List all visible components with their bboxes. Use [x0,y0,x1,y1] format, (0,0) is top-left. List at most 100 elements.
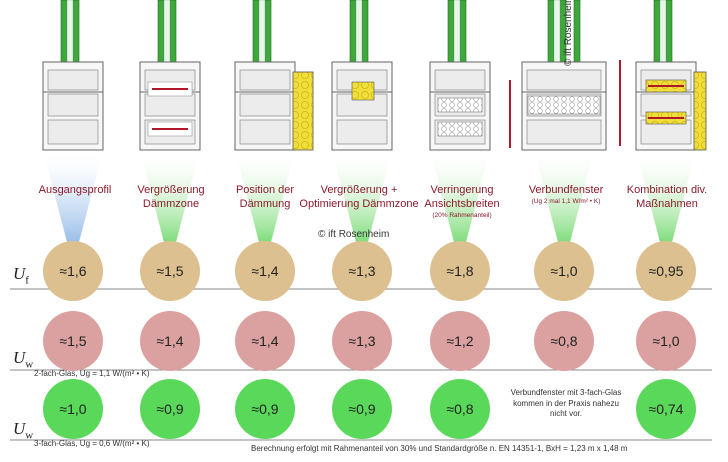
uw3-value-circle-label: ≈1,0 [59,401,86,417]
uw3-value-circle [636,379,696,439]
copyright-vertical: © ift Rosenheim [563,0,574,66]
label-verbundfenster-ug: (Ug 2 mal 1,1 W/m² • K) [531,198,601,205]
uw2-value-circle [140,311,200,371]
uf-value-circle-group: ≈1,4 [235,241,295,301]
uw3-value-circle [235,379,295,439]
sash-chamber-top [47,69,99,91]
uw3-value-circle-label: ≈0,74 [649,401,684,417]
uw3-value-circle-group: ≈0,74 [636,379,696,439]
sash-chamber-top [239,69,291,91]
row-label-uf: Uf [13,264,29,287]
uw2-value-circle [332,311,392,371]
frame-chamber-bottom [526,119,602,145]
uf-value-circle-group: ≈1,3 [332,241,392,301]
uw3-value-circle-group: ≈0,8 [430,379,490,439]
window-profile-5 [429,0,511,151]
uf-value-circle [534,241,594,301]
uf-value-circle-label: ≈0,95 [649,263,684,279]
uw3-value-circle [140,379,200,439]
uf-value-circle [43,241,103,301]
uf-value-circle-label: ≈1,0 [550,263,577,279]
label-position-daemmung: Position der Dämmung [235,184,295,210]
uw2-value-circle-group: ≈1,4 [235,311,295,371]
uw3-value-circle-group: ≈0,9 [235,379,295,439]
uf-value-circle-group: ≈1,8 [430,241,490,301]
label-ausgangsprofil: Ausgangsprofil [38,184,112,196]
sash-chamber-top [434,69,486,91]
uf-value-circle-group: ≈1,0 [534,241,594,301]
window-profile-4 [331,0,393,151]
uw2-value-circle [636,311,696,371]
label-optimierung-daemmzone: Vergrößerung + Optimierung Dämmzone [299,184,419,210]
glas-3fach-label: 3-fach-Glas, Ug = 0,6 W/(m² • K) [34,439,150,448]
frame-chamber-bottom [239,119,291,145]
uf-value-circle-label: ≈1,8 [446,263,473,279]
uw3-value-circle-group: ≈0,9 [140,379,200,439]
window-profile-3 [234,0,314,151]
uw2-value-circle-label: ≈1,4 [251,333,278,349]
uf-value-circle [235,241,295,301]
verbundfenster-note: Verbundfenster mit 3-fach-Glas kommen in… [510,388,622,418]
uf-value-circle [332,241,392,301]
calculation-footer: Berechnung erfolgt mit Rahmenanteil von … [251,444,628,453]
sash-chamber-mid [144,93,196,117]
uw2-value-circle-label: ≈1,5 [59,333,86,349]
uw2-value-circle [43,311,103,371]
light-beam [430,150,490,246]
light-beam [140,150,200,246]
insulation-block [693,71,707,151]
composite-chamber [527,95,601,115]
uf-value-circle-label: ≈1,5 [156,263,183,279]
uw2-value-circle-label: ≈1,0 [652,333,679,349]
uw2-value-circle-label: ≈0,8 [550,333,577,349]
light-beam [332,150,392,246]
uw2-value-circle-group: ≈1,5 [43,311,103,371]
row-label-uw-3fach: Uw [13,419,34,442]
insulation-insert [351,81,375,101]
reduced-zone-top [437,97,483,113]
uf-value-circle [636,241,696,301]
glas-2fach-label: 2-fach-Glas, Ug = 1,1 W/(m² • K) [34,369,150,378]
uf-value-circle [430,241,490,301]
sash-chamber-top [526,69,602,91]
light-beam [43,150,103,246]
uf-value-circle-group: ≈1,6 [43,241,103,301]
uf-value-circle-group: ≈1,5 [140,241,200,301]
light-beam [636,150,696,246]
window-profile-1 [42,0,104,151]
label-verringerung-ansichtsbreiten: Verringerung Ansichtsbreiten (20% Rahmena… [414,183,510,220]
label-verbundfenster: Verbundfenster (Ug 2 mal 1,1 W/m² • K) [513,183,619,206]
uw3-value-circle [430,379,490,439]
uw3-value-circle [332,379,392,439]
uw2-value-circle-group: ≈1,2 [430,311,490,371]
uw2-value-circle [235,311,295,371]
window-profile-2 [139,0,201,151]
uw3-value-circle-label: ≈0,9 [156,401,183,417]
label-rahmenanteil: (20% Rahmenanteil) [432,212,492,219]
uw2-value-circle [534,311,594,371]
uf-value-circle-label: ≈1,3 [348,263,375,279]
uw2-value-circle-label: ≈1,2 [446,333,473,349]
label-vergroesserung-daemmzone: Vergrößerung Dämmzone [137,184,205,210]
uw2-value-circle [430,311,490,371]
uw2-value-circle-group: ≈0,8 [534,311,594,371]
window-profile-7 [619,0,707,151]
light-beam [235,150,295,246]
frame-chamber-bottom [47,119,99,145]
uw3-value-circle-label: ≈0,8 [446,401,473,417]
row-label-uw-2fach: Uw [13,348,34,371]
insulation-block [292,71,314,151]
uw3-value-circle-group: ≈0,9 [332,379,392,439]
light-beam [534,150,594,246]
reduced-zone-bottom [437,121,483,137]
uw3-value-circle-label: ≈0,9 [348,401,375,417]
uw2-value-circle-group: ≈1,0 [636,311,696,371]
copyright-center: © ift Rosenheim [318,229,390,240]
uw2-value-circle-label: ≈1,3 [348,333,375,349]
uf-value-circle [140,241,200,301]
uw2-value-circle-group: ≈1,3 [332,311,392,371]
uf-value-circle-label: ≈1,4 [251,263,278,279]
label-kombination: Kombination div. Maßnahmen [626,184,708,210]
uf-value-circle-group: ≈0,95 [636,241,696,301]
